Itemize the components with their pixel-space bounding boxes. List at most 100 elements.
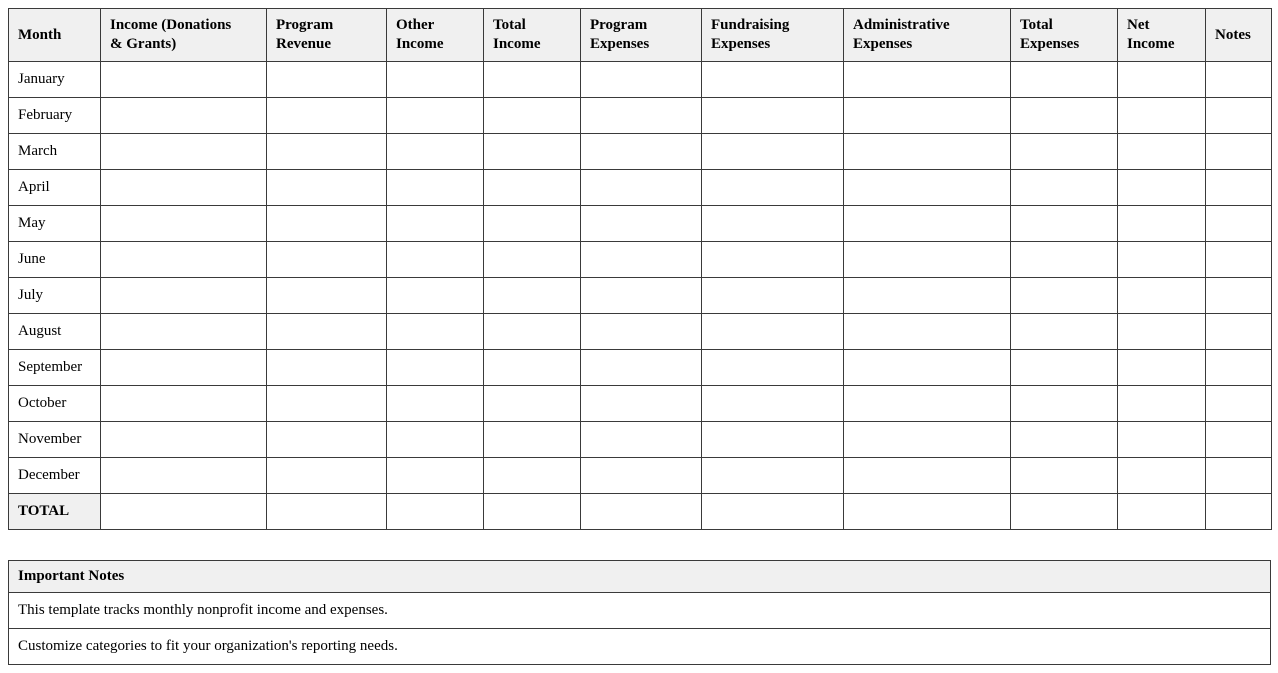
empty-data-cell: [100, 457, 267, 494]
empty-data-cell: [1117, 457, 1206, 494]
empty-data-cell: [1117, 493, 1206, 530]
empty-data-cell: [1010, 385, 1118, 422]
month-row-november: November: [8, 421, 1272, 458]
empty-data-cell: [843, 349, 1011, 386]
empty-data-cell: [266, 97, 387, 134]
empty-data-cell: [580, 97, 702, 134]
empty-data-cell: [386, 493, 484, 530]
notes-row: Customize categories to fit your organiz…: [8, 628, 1271, 665]
empty-data-cell: [100, 493, 267, 530]
empty-data-cell: [1205, 349, 1272, 386]
empty-data-cell: [1205, 61, 1272, 98]
empty-data-cell: [701, 97, 844, 134]
empty-data-cell: [1010, 277, 1118, 314]
empty-data-cell: [1117, 313, 1206, 350]
empty-data-cell: [100, 313, 267, 350]
empty-data-cell: [701, 277, 844, 314]
empty-data-cell: [483, 421, 581, 458]
empty-data-cell: [266, 457, 387, 494]
empty-data-cell: [266, 133, 387, 170]
empty-data-cell: [1010, 493, 1118, 530]
notes-title-row: Important Notes: [8, 560, 1271, 593]
month-row-april: April: [8, 169, 1272, 206]
empty-data-cell: [100, 169, 267, 206]
empty-data-cell: [1205, 457, 1272, 494]
month-row-september: September: [8, 349, 1272, 386]
empty-data-cell: [843, 61, 1011, 98]
empty-data-cell: [483, 205, 581, 242]
empty-data-cell: [1205, 313, 1272, 350]
empty-data-cell: [483, 97, 581, 134]
empty-data-cell: [1010, 205, 1118, 242]
empty-data-cell: [580, 313, 702, 350]
empty-data-cell: [1205, 421, 1272, 458]
empty-data-cell: [483, 241, 581, 278]
empty-data-cell: [580, 241, 702, 278]
empty-data-cell: [266, 61, 387, 98]
empty-data-cell: [1205, 277, 1272, 314]
empty-data-cell: [483, 169, 581, 206]
empty-data-cell: [266, 241, 387, 278]
empty-data-cell: [701, 493, 844, 530]
column-header-total-expenses: Total Expenses: [1010, 8, 1118, 62]
empty-data-cell: [1117, 385, 1206, 422]
month-label-cell: February: [8, 97, 101, 134]
column-header-other-income: Other Income: [386, 8, 484, 62]
empty-data-cell: [580, 205, 702, 242]
notes-row: This template tracks monthly nonprofit i…: [8, 592, 1271, 629]
empty-data-cell: [580, 61, 702, 98]
empty-data-cell: [701, 313, 844, 350]
column-header-program-revenue: Program Revenue: [266, 8, 387, 62]
empty-data-cell: [100, 421, 267, 458]
empty-data-cell: [1010, 421, 1118, 458]
empty-data-cell: [580, 457, 702, 494]
empty-data-cell: [266, 385, 387, 422]
budget-table-header-row: Month Income (Donations & Grants) Program Re…: [8, 8, 1272, 62]
month-label-cell: July: [8, 277, 101, 314]
empty-data-cell: [1117, 349, 1206, 386]
empty-data-cell: [386, 97, 484, 134]
empty-data-cell: [386, 385, 484, 422]
empty-data-cell: [386, 169, 484, 206]
empty-data-cell: [483, 61, 581, 98]
empty-data-cell: [100, 133, 267, 170]
column-header-administrative-expenses: Administrative Expenses: [843, 8, 1011, 62]
note-text: This template tracks monthly nonprofit i…: [8, 592, 1271, 629]
empty-data-cell: [1010, 313, 1118, 350]
empty-data-cell: [843, 421, 1011, 458]
empty-data-cell: [100, 349, 267, 386]
month-label-cell: September: [8, 349, 101, 386]
empty-data-cell: [701, 61, 844, 98]
empty-data-cell: [266, 169, 387, 206]
month-row-june: June: [8, 241, 1272, 278]
empty-data-cell: [843, 313, 1011, 350]
empty-data-cell: [266, 205, 387, 242]
empty-data-cell: [580, 385, 702, 422]
empty-data-cell: [100, 205, 267, 242]
column-header-program-expenses: Program Expenses: [580, 8, 702, 62]
empty-data-cell: [1010, 133, 1118, 170]
empty-data-cell: [386, 313, 484, 350]
empty-data-cell: [843, 241, 1011, 278]
month-label-cell: October: [8, 385, 101, 422]
total-row: TOTAL: [8, 493, 1272, 530]
empty-data-cell: [1010, 169, 1118, 206]
month-row-february: February: [8, 97, 1272, 134]
empty-data-cell: [1205, 241, 1272, 278]
empty-data-cell: [701, 241, 844, 278]
empty-data-cell: [580, 421, 702, 458]
empty-data-cell: [483, 133, 581, 170]
empty-data-cell: [580, 277, 702, 314]
empty-data-cell: [100, 97, 267, 134]
month-row-december: December: [8, 457, 1272, 494]
empty-data-cell: [843, 493, 1011, 530]
empty-data-cell: [1117, 277, 1206, 314]
month-label-cell: November: [8, 421, 101, 458]
monthly-budget-table: Month Income (Donations & Grants) Program Re…: [8, 8, 1272, 530]
empty-data-cell: [1117, 205, 1206, 242]
empty-data-cell: [266, 313, 387, 350]
empty-data-cell: [386, 277, 484, 314]
column-header-month: Month: [8, 8, 101, 62]
empty-data-cell: [701, 421, 844, 458]
column-header-notes: Notes: [1205, 8, 1272, 62]
